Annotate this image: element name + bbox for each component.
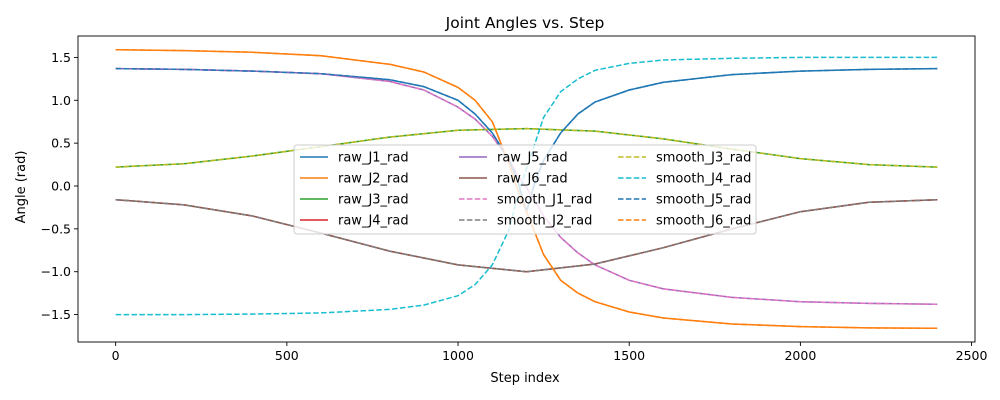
x-tick-label: 0	[112, 348, 120, 363]
plot-frame	[77, 35, 976, 343]
y-tick-label: −1.0	[41, 264, 71, 279]
x-axis-label: Step index	[490, 371, 560, 386]
x-axis: 0 500 1000 1500 2000 2500	[112, 342, 988, 363]
x-tick-label: 1000	[442, 348, 474, 363]
x-tick-label: 2000	[784, 348, 816, 363]
y-axis: −1.5 −1.0 −0.5 0.0 0.5 1.0 1.5	[41, 50, 78, 322]
x-tick-label: 500	[275, 348, 299, 363]
y-tick-label: 0.0	[51, 179, 71, 194]
y-tick-label: −0.5	[41, 221, 71, 236]
x-tick-label: 2500	[956, 348, 988, 363]
legend: raw_J1_rad raw_J2_rad raw_J3_rad raw_J4_rad…	[293, 144, 757, 235]
legend-label: smooth_J4_rad	[656, 172, 751, 187]
legend-label: smooth_J6_rad	[656, 214, 751, 229]
legend-label: raw_J5_rad	[497, 151, 568, 166]
legend-label: smooth_J3_rad	[656, 151, 751, 166]
y-axis-label: Angle (rad)	[14, 151, 29, 224]
legend-label: raw_J3_rad	[338, 193, 409, 208]
legend-label: raw_J6_rad	[497, 172, 568, 187]
chart-title: Joint Angles vs. Step	[445, 14, 605, 32]
y-tick-label: −1.5	[41, 307, 71, 322]
y-tick-label: 1.5	[51, 50, 71, 65]
legend-box	[293, 144, 757, 235]
legend-label: raw_J2_rad	[338, 172, 409, 187]
y-tick-label: 1.0	[51, 93, 71, 108]
y-tick-label: 0.5	[51, 136, 71, 151]
series-line-smooth_J2_rad	[115, 198, 938, 273]
x-tick-label: 1500	[613, 348, 645, 363]
legend-label: smooth_J1_rad	[497, 193, 592, 208]
legend-label: smooth_J2_rad	[497, 214, 592, 229]
series-line-smooth_J3_rad	[115, 127, 938, 168]
series-line-smooth_J5_rad	[115, 67, 938, 215]
legend-label: smooth_J5_rad	[656, 193, 751, 208]
legend-label: raw_J4_rad	[338, 214, 409, 229]
legend-label: raw_J1_rad	[338, 151, 409, 166]
